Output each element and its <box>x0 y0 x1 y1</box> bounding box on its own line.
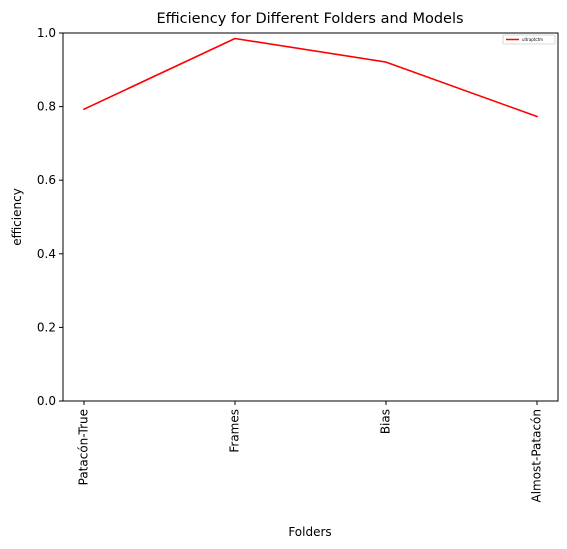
x-tick-label: Frames <box>228 409 242 453</box>
y-tick-label: 1.0 <box>37 26 56 40</box>
y-tick-label: 0.0 <box>37 394 56 408</box>
series-line-0 <box>82 37 539 118</box>
y-tick-label: 0.2 <box>37 320 56 334</box>
y-axis-title: efficiency <box>10 188 24 246</box>
x-tick-label: Almost-Patacón <box>530 409 544 503</box>
plot-frame <box>62 32 559 402</box>
x-tick-label: Bias <box>379 409 393 434</box>
legend-box <box>502 34 556 45</box>
y-axis: 0.0 0.2 0.4 0.6 0.8 1.0 <box>37 26 63 408</box>
y-tick-label: 0.6 <box>37 173 56 187</box>
plot-area <box>63 33 558 401</box>
x-axis-title: Folders <box>288 525 331 539</box>
chart-marks <box>82 37 539 118</box>
legend: ultraptctm <box>502 34 556 45</box>
x-tick-label: Patacón-True <box>77 409 91 485</box>
x-axis: Patacón-True Frames Bias Almost-Patacón <box>77 401 544 503</box>
chart-title: Efficiency for Different Folders and Mod… <box>156 11 463 27</box>
y-tick-label: 0.4 <box>37 247 56 261</box>
y-tick-label: 0.8 <box>37 100 56 114</box>
legend-label: ultraptctm <box>522 37 543 42</box>
